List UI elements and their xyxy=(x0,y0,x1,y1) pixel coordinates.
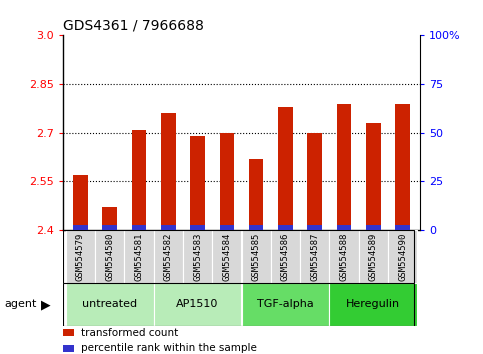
Bar xyxy=(388,230,417,283)
Text: untreated: untreated xyxy=(82,299,137,309)
Bar xyxy=(366,123,381,230)
Bar xyxy=(73,175,88,230)
Bar xyxy=(73,225,88,230)
Bar xyxy=(395,103,410,230)
Text: GSM554586: GSM554586 xyxy=(281,233,290,281)
Text: GSM554579: GSM554579 xyxy=(76,233,85,281)
Bar xyxy=(161,225,176,230)
Text: GSM554588: GSM554588 xyxy=(340,233,349,281)
Bar xyxy=(300,230,329,283)
Bar xyxy=(212,230,242,283)
Bar xyxy=(337,225,351,230)
Bar xyxy=(271,230,300,283)
Bar xyxy=(278,225,293,230)
Bar xyxy=(95,230,124,283)
Text: GSM554590: GSM554590 xyxy=(398,233,407,281)
Text: AP1510: AP1510 xyxy=(176,299,219,309)
Bar xyxy=(66,230,95,283)
Bar xyxy=(132,225,146,230)
Bar xyxy=(329,283,417,326)
Text: agent: agent xyxy=(5,299,37,309)
Bar xyxy=(183,230,212,283)
Text: GSM554580: GSM554580 xyxy=(105,233,114,281)
Bar xyxy=(102,207,117,230)
Bar xyxy=(242,230,271,283)
Text: Heregulin: Heregulin xyxy=(346,299,400,309)
Bar xyxy=(132,130,146,230)
Text: GSM554584: GSM554584 xyxy=(222,233,231,281)
Bar xyxy=(63,329,73,336)
Text: GDS4361 / 7966688: GDS4361 / 7966688 xyxy=(63,19,204,33)
Text: GSM554582: GSM554582 xyxy=(164,233,173,281)
Text: GSM554585: GSM554585 xyxy=(252,233,261,281)
Bar xyxy=(190,225,205,230)
Bar xyxy=(154,283,242,326)
Bar xyxy=(124,230,154,283)
Bar xyxy=(307,225,322,230)
Bar xyxy=(307,133,322,230)
Bar xyxy=(337,103,351,230)
Bar xyxy=(278,107,293,230)
Bar xyxy=(220,225,234,230)
Bar xyxy=(220,133,234,230)
Text: percentile rank within the sample: percentile rank within the sample xyxy=(81,343,256,353)
Text: TGF-alpha: TGF-alpha xyxy=(257,299,314,309)
Bar xyxy=(154,230,183,283)
Bar xyxy=(329,230,359,283)
Text: GSM554587: GSM554587 xyxy=(310,233,319,281)
Bar xyxy=(102,225,117,230)
Text: transformed count: transformed count xyxy=(81,328,178,338)
Bar xyxy=(242,283,329,326)
Text: GSM554581: GSM554581 xyxy=(134,233,143,281)
Bar xyxy=(366,225,381,230)
Bar xyxy=(66,283,154,326)
Text: GSM554583: GSM554583 xyxy=(193,233,202,281)
Bar xyxy=(161,113,176,230)
Text: GSM554589: GSM554589 xyxy=(369,233,378,281)
Bar xyxy=(249,225,263,230)
Bar xyxy=(190,136,205,230)
Bar xyxy=(395,225,410,230)
Bar xyxy=(359,230,388,283)
Text: ▶: ▶ xyxy=(41,298,51,311)
Bar xyxy=(63,345,73,352)
Bar xyxy=(249,159,263,230)
